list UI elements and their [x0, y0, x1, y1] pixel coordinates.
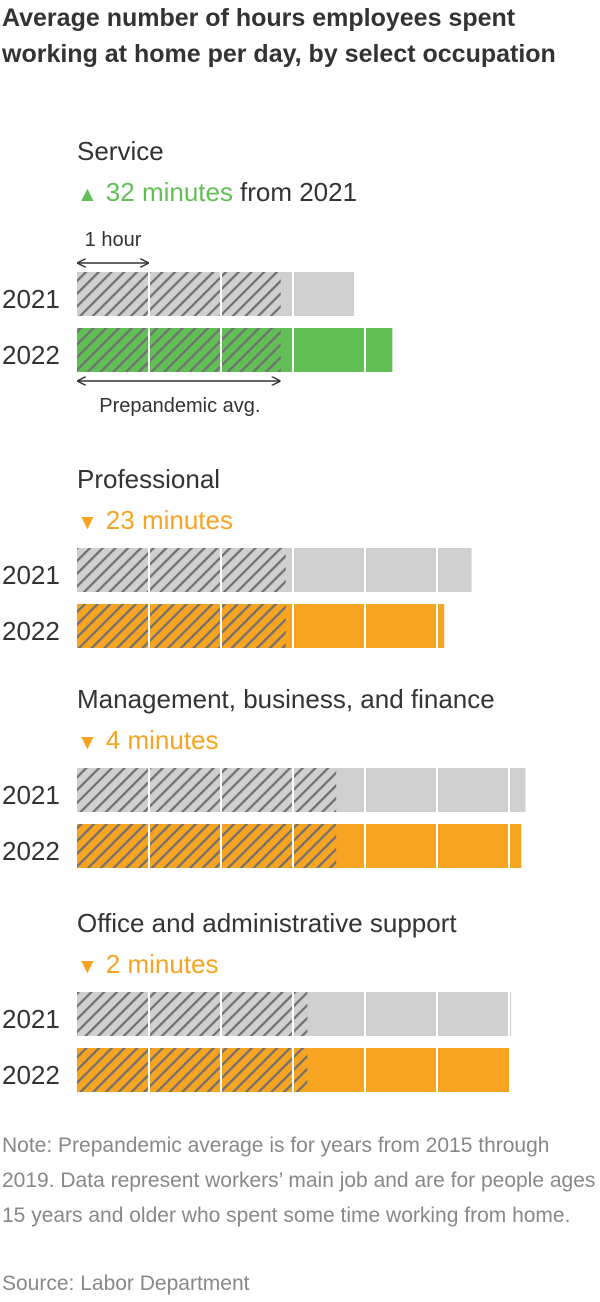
change-value: 23 minutes — [106, 505, 233, 535]
triangle-down-icon: ▼ — [77, 511, 98, 534]
chart-area: Service ▲ 32 minutes from 2021 2021 2022 1 hou… — [2, 136, 526, 1092]
prepandemic-hatch — [77, 272, 281, 316]
change-value: 4 minutes — [106, 725, 219, 755]
year-label: 2021 — [2, 560, 60, 590]
prepandemic-hatch — [77, 328, 281, 372]
panel-title: Professional — [77, 464, 220, 494]
year-label: 2022 — [2, 616, 60, 646]
year-label: 2021 — [2, 780, 60, 810]
prepandemic-hatch — [77, 548, 286, 592]
footnote: Note: Prepandemic average is for years f… — [2, 1134, 596, 1227]
change-label: ▼ 4 minutes — [77, 725, 219, 755]
scale-label: 1 hour — [85, 229, 142, 251]
year-label: 2022 — [2, 340, 60, 370]
triangle-up-icon: ▲ — [77, 183, 98, 206]
prepandemic-hatch — [77, 824, 337, 868]
triangle-down-icon: ▼ — [77, 731, 98, 754]
panel-title: Management, business, and finance — [77, 684, 495, 714]
year-label: 2022 — [2, 1060, 60, 1090]
change-label: ▼ 2 minutes — [77, 949, 219, 979]
change-label: ▼ 23 minutes — [77, 505, 233, 535]
source-note: Source: Labor Department — [2, 1272, 250, 1295]
prepandemic-hatch — [77, 768, 337, 812]
prepandemic-hatch — [77, 992, 308, 1036]
prepandemic-hatch — [77, 1048, 308, 1092]
change-suffix: from 2021 — [240, 177, 357, 207]
change-label: ▲ 32 minutes from 2021 — [77, 177, 357, 207]
year-label: 2022 — [2, 836, 60, 866]
change-value: 2 minutes — [106, 949, 219, 979]
prepandemic-label: Prepandemic avg. — [99, 395, 260, 417]
year-label: 2021 — [2, 1004, 60, 1034]
prepandemic-hatch — [77, 604, 286, 648]
change-value: 32 minutes — [106, 177, 233, 207]
triangle-down-icon: ▼ — [77, 955, 98, 978]
year-label: 2021 — [2, 284, 60, 314]
panel-title: Office and administrative support — [77, 908, 457, 938]
chart-title: Average number of hours employees spent … — [2, 4, 556, 68]
panel-title: Service — [77, 136, 164, 166]
